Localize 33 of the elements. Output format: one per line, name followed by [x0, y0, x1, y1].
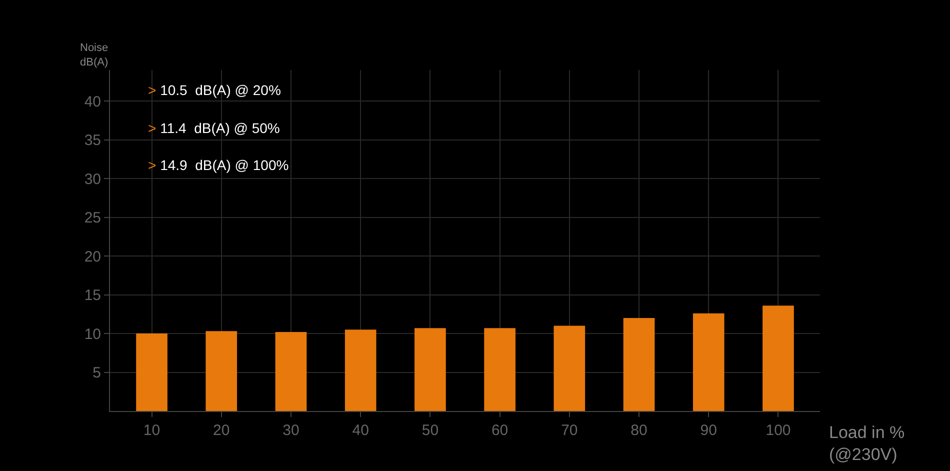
x-tick-label: 60 — [491, 422, 508, 439]
annotation: > 10.5 dB(A) @ 20% — [148, 82, 281, 98]
bar — [414, 328, 446, 411]
y-tick-label: 10 — [84, 326, 101, 343]
annotation: > 11.4 dB(A) @ 50% — [148, 120, 280, 136]
bar — [484, 328, 516, 411]
bar — [275, 332, 307, 411]
bar — [344, 330, 376, 411]
y-tick-label: 35 — [84, 132, 101, 149]
y-tick-label: 20 — [84, 248, 101, 266]
x-tick-label: 90 — [700, 422, 717, 439]
y-tick-label: 15 — [84, 287, 101, 304]
y-tick-label: 30 — [84, 170, 101, 188]
bar — [206, 331, 238, 411]
x-tick-label: 20 — [213, 422, 230, 439]
x-tick-label: 40 — [352, 422, 369, 439]
x-tick-label: 80 — [630, 422, 648, 439]
y-tick-label: 5 — [92, 364, 101, 382]
x-tick-label: 10 — [143, 422, 160, 439]
bar — [554, 326, 586, 411]
x-tick-label: 100 — [766, 422, 791, 439]
x-tick-label: 50 — [422, 422, 439, 439]
x-tick-label: 30 — [282, 422, 300, 439]
x-tick-label: 70 — [561, 422, 578, 439]
y-tick-label: 40 — [84, 93, 101, 110]
bar — [692, 313, 724, 411]
bar — [623, 318, 655, 411]
annotation: > 14.9 dB(A) @ 100% — [148, 157, 289, 173]
y-tick-label: 25 — [84, 210, 101, 226]
bar — [762, 306, 794, 411]
bar — [136, 334, 168, 411]
x-axis-title: Load in % (@230V) — [829, 423, 905, 464]
y-axis-title: Noise dB(A) — [80, 42, 108, 68]
